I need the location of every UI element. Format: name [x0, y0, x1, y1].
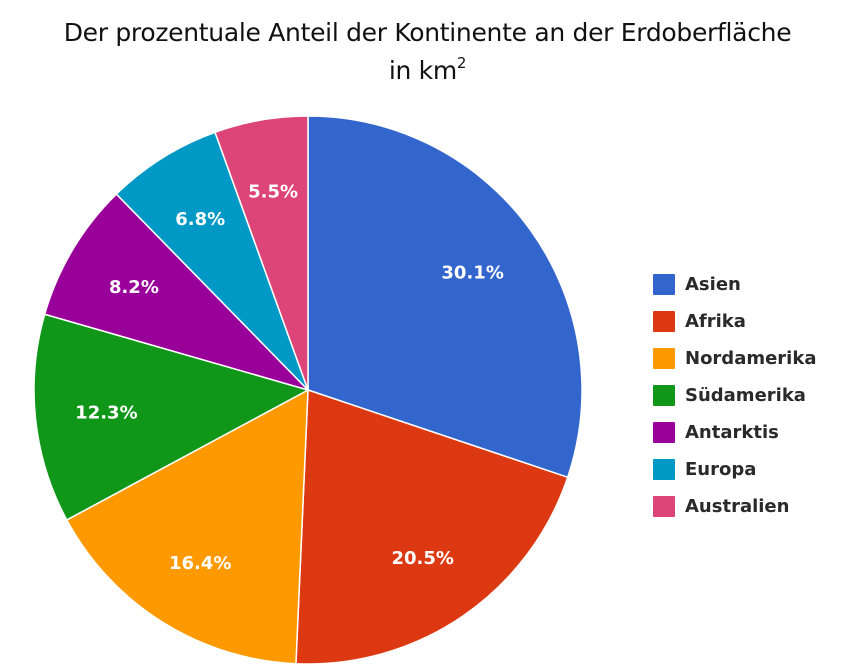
legend-item-europa: Europa — [653, 451, 816, 488]
legend-item-suedamerika: Südamerika — [653, 377, 816, 414]
pie-slices — [33, 115, 583, 665]
legend-swatch — [653, 496, 675, 517]
slice-label-asien: 30.1% — [441, 263, 503, 284]
legend: Asien Afrika Nordamerika Südamerika Anta… — [653, 266, 816, 525]
pie-slice-asien — [307, 115, 583, 479]
slice-label-südamerika: 12.3% — [75, 403, 137, 424]
legend-swatch — [653, 459, 675, 480]
legend-label: Südamerika — [685, 385, 806, 406]
pie-slice-südamerika — [33, 313, 310, 521]
legend-swatch — [653, 422, 675, 443]
pie-slice-afrika — [295, 388, 569, 665]
chart-title-superscript: 2 — [456, 54, 467, 72]
legend-swatch — [653, 274, 675, 295]
legend-label: Antarktis — [685, 422, 779, 443]
pie-labels: 30.1% 20.5% 16.4% 12.3% 8.2% 6.8% 5.5% — [75, 181, 504, 573]
legend-swatch — [653, 311, 675, 332]
chart-title-line1: Der prozentuale Anteil der Kontinente an… — [63, 18, 792, 47]
legend-label: Nordamerika — [685, 348, 817, 369]
legend-item-antarktis: Antarktis — [653, 414, 816, 451]
pie-chart: 30.1% 20.5% 16.4% 12.3% 8.2% 6.8% 5.5% — [33, 115, 583, 665]
slice-label-europa: 6.8% — [175, 209, 225, 230]
legend-label: Australien — [685, 496, 790, 517]
pie-slice-australien — [214, 115, 309, 391]
legend-item-afrika: Afrika — [653, 303, 816, 340]
pie-slice-antarktis — [43, 193, 311, 392]
slice-label-nordamerika: 16.4% — [169, 553, 231, 574]
legend-label: Afrika — [685, 311, 746, 332]
slice-label-australien: 5.5% — [248, 181, 298, 202]
slice-label-afrika: 20.5% — [391, 548, 453, 569]
legend-item-asien: Asien — [653, 266, 816, 303]
chart-title: Der prozentuale Anteil der Kontinente an… — [0, 14, 855, 90]
legend-label: Asien — [685, 274, 741, 295]
legend-item-australien: Australien — [653, 488, 816, 525]
pie-slice-nordamerika — [65, 388, 309, 665]
legend-item-nordamerika: Nordamerika — [653, 340, 816, 377]
legend-swatch — [653, 385, 675, 406]
legend-swatch — [653, 348, 675, 369]
slice-label-antarktis: 8.2% — [109, 277, 159, 298]
chart-title-line2: in km2 — [0, 52, 855, 90]
chart-title-unit: in km — [388, 56, 457, 85]
legend-label: Europa — [685, 459, 757, 480]
pie-slice-europa — [115, 131, 309, 391]
